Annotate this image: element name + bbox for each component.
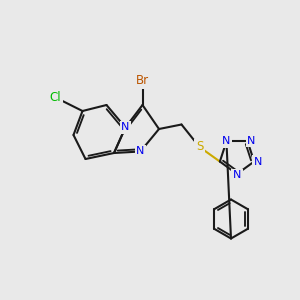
Text: N: N (233, 170, 241, 181)
Text: N: N (121, 122, 130, 133)
Text: Br: Br (136, 74, 149, 88)
Text: S: S (196, 140, 203, 154)
Text: Cl: Cl (50, 91, 61, 104)
Text: N: N (222, 136, 231, 146)
Text: N: N (136, 146, 145, 157)
Text: N: N (254, 157, 262, 166)
Text: N: N (247, 136, 255, 146)
